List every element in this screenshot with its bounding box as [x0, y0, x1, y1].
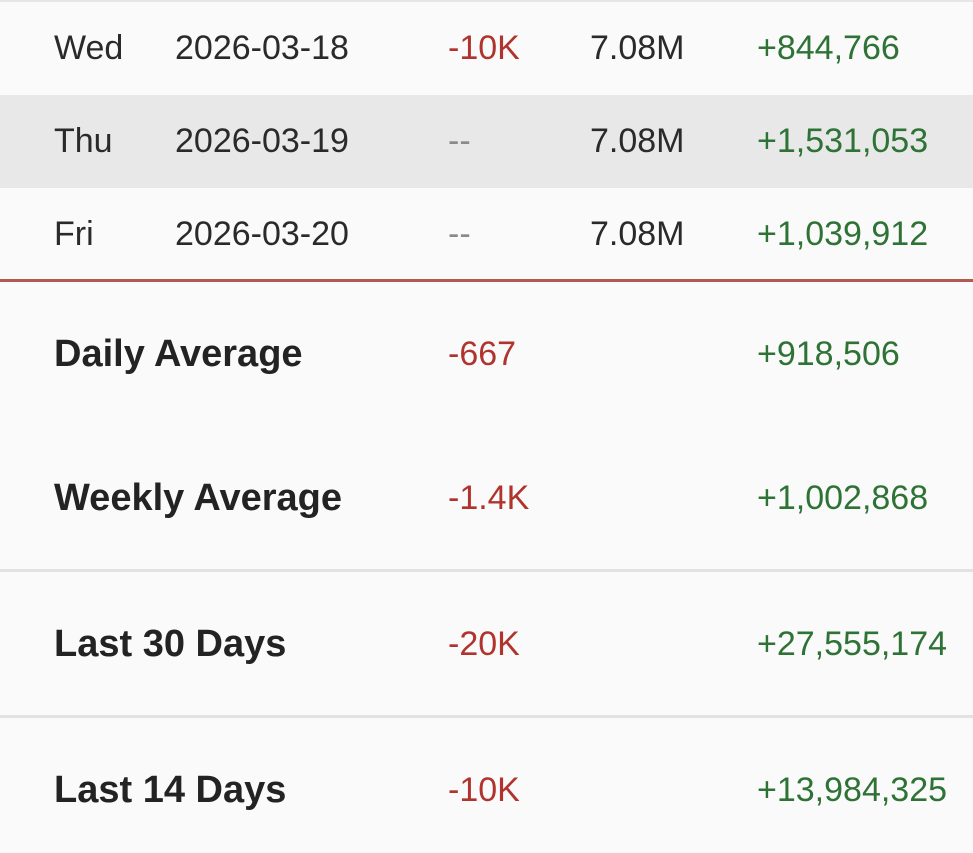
summary-label: Last 14 Days — [54, 769, 287, 811]
summary-subscriber-change: -667 — [448, 335, 517, 373]
section-divider — [0, 569, 973, 572]
summary-subscriber-change: -1.4K — [448, 479, 530, 517]
day-cell: Wed — [54, 29, 124, 67]
summary-row-last-30-days: Last 30 Days -20K +27,555,174 — [0, 589, 973, 699]
subscriber-change-cell: -- — [448, 215, 471, 253]
summary-views-change: +27,555,174 — [757, 625, 948, 663]
date-cell: 2026-03-18 — [175, 29, 349, 67]
table-row-fri: Fri 2026-03-20 -- 7.08M +1,039,912 — [0, 188, 973, 281]
summary-separator — [0, 279, 973, 282]
views-change-cell: +1,039,912 — [757, 215, 929, 253]
views-change-cell: +844,766 — [757, 29, 900, 67]
views-change-cell: +1,531,053 — [757, 122, 929, 160]
summary-subscriber-change: -20K — [448, 625, 520, 663]
summary-subscriber-change: -10K — [448, 771, 520, 809]
date-cell: 2026-03-20 — [175, 215, 349, 253]
top-divider — [0, 0, 973, 2]
summary-views-change: +13,984,325 — [757, 771, 948, 809]
summary-views-change: +1,002,868 — [757, 479, 929, 517]
subscriber-change-cell: -- — [448, 122, 471, 160]
section-divider — [0, 715, 973, 718]
summary-row-last-14-days: Last 14 Days -10K +13,984,325 — [0, 735, 973, 845]
subscriber-total-cell: 7.08M — [590, 29, 685, 67]
subscriber-total-cell: 7.08M — [590, 215, 685, 253]
subscriber-change-cell: -10K — [448, 29, 520, 67]
summary-row-weekly-average: Weekly Average -1.4K +1,002,868 — [0, 443, 973, 553]
day-cell: Fri — [54, 215, 94, 253]
subscriber-total-cell: 7.08M — [590, 122, 685, 160]
summary-label: Weekly Average — [54, 477, 342, 519]
table-row-wed: Wed 2026-03-18 -10K 7.08M +844,766 — [0, 2, 973, 95]
table-row-thu: Thu 2026-03-19 -- 7.08M +1,531,053 — [0, 95, 973, 188]
day-cell: Thu — [54, 122, 113, 160]
summary-label: Daily Average — [54, 333, 303, 375]
date-cell: 2026-03-19 — [175, 122, 349, 160]
summary-views-change: +918,506 — [757, 335, 900, 373]
summary-label: Last 30 Days — [54, 623, 287, 665]
summary-row-daily-average: Daily Average -667 +918,506 — [0, 299, 973, 409]
